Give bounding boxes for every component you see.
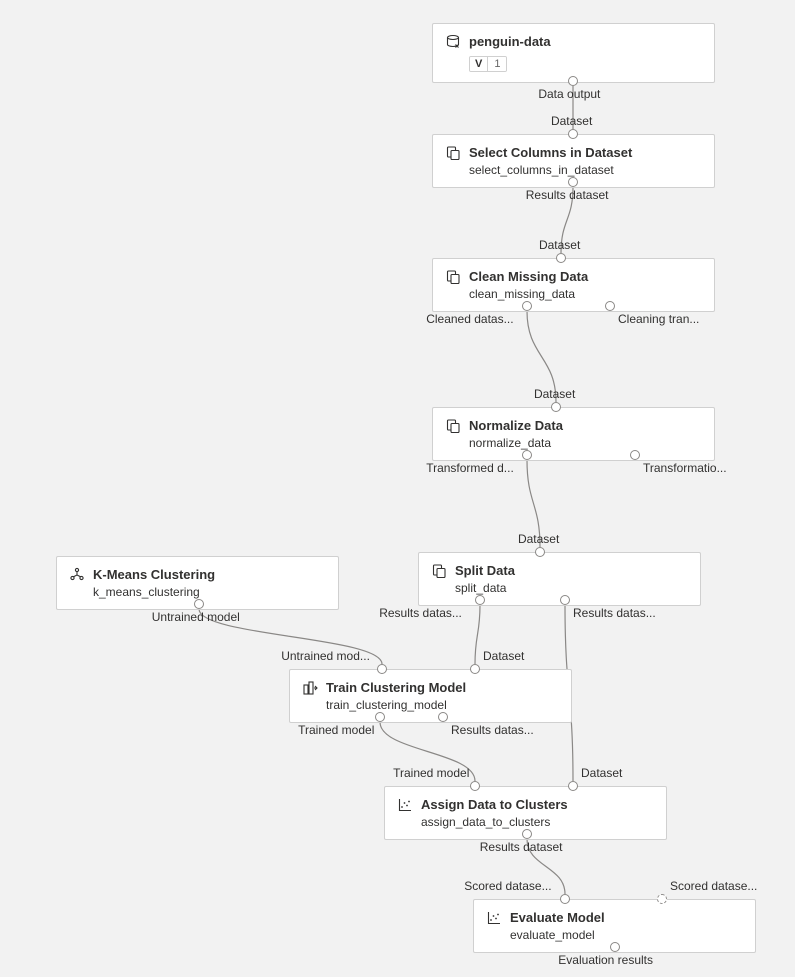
node-subtitle: train_clustering_model [326, 698, 559, 712]
node-title: K-Means Clustering [93, 567, 215, 583]
node-subtitle: split_data [455, 581, 688, 595]
input-port[interactable] [470, 664, 480, 674]
output-port-label: Data output [538, 87, 600, 101]
node-title: penguin-data [469, 34, 551, 50]
input-port-label: Dataset [534, 387, 575, 401]
input-port[interactable] [560, 894, 570, 904]
input-port-label: Dataset [551, 114, 592, 128]
output-port[interactable] [610, 942, 620, 952]
output-port[interactable] [560, 595, 570, 605]
output-port[interactable] [568, 177, 578, 187]
input-port[interactable] [377, 664, 387, 674]
node-header: penguin-data [445, 34, 702, 50]
input-port-label: Dataset [539, 238, 580, 252]
edge [475, 605, 480, 664]
version-badge: V1 [469, 56, 507, 72]
output-port-label: Results dataset [480, 840, 563, 854]
output-port-label: Transformatio... [643, 461, 727, 475]
node-header: Assign Data to Clusters [397, 797, 654, 813]
output-port[interactable] [605, 301, 615, 311]
version-letter: V [470, 57, 487, 71]
output-port[interactable] [438, 712, 448, 722]
input-port-label: Dataset [581, 766, 622, 780]
input-port-label: Scored datase... [670, 879, 757, 893]
node-subtitle: clean_missing_data [469, 287, 702, 301]
node-title: Split Data [455, 563, 515, 579]
input-port[interactable] [556, 253, 566, 263]
node-subtitle: k_means_clustering [93, 585, 326, 599]
node-penguin[interactable]: penguin-data V1 [432, 23, 715, 83]
input-port-label: Untrained mod... [281, 649, 370, 663]
output-port-label: Untrained model [152, 610, 240, 624]
node-normalize[interactable]: Normalize Data normalize_data [432, 407, 715, 461]
input-port-label: Scored datase... [464, 879, 551, 893]
output-port-label: Cleaned datas... [426, 312, 513, 326]
output-port-label: Results datas... [573, 606, 656, 620]
output-port[interactable] [522, 301, 532, 311]
output-port[interactable] [630, 450, 640, 460]
pipeline-canvas[interactable]: penguin-data V1 Data output Select Columns … [0, 0, 795, 977]
node-header: Evaluate Model [486, 910, 743, 926]
node-header: Select Columns in Dataset [445, 145, 702, 161]
output-port-label: Cleaning tran... [618, 312, 699, 326]
input-port-label: Trained model [393, 766, 469, 780]
node-train[interactable]: Train Clustering Model train_clustering_m… [289, 669, 572, 723]
output-port-label: Evaluation results [558, 953, 653, 967]
input-port[interactable] [568, 781, 578, 791]
node-header: K-Means Clustering [69, 567, 326, 583]
node-subtitle: select_columns_in_dataset [469, 163, 702, 177]
input-port[interactable] [568, 129, 578, 139]
output-port[interactable] [522, 829, 532, 839]
node-clean[interactable]: Clean Missing Data clean_missing_data [432, 258, 715, 312]
node-header: Split Data [431, 563, 688, 579]
output-port[interactable] [194, 599, 204, 609]
input-port[interactable] [657, 894, 667, 904]
output-port-label: Results dataset [526, 188, 609, 202]
input-port-label: Dataset [518, 532, 559, 546]
node-title: Normalize Data [469, 418, 563, 434]
node-header: Clean Missing Data [445, 269, 702, 285]
output-port[interactable] [375, 712, 385, 722]
output-port-label: Trained model [298, 723, 374, 737]
node-title: Train Clustering Model [326, 680, 466, 696]
node-title: Assign Data to Clusters [421, 797, 568, 813]
node-subtitle: evaluate_model [510, 928, 743, 942]
node-subtitle: assign_data_to_clusters [421, 815, 654, 829]
node-header: Normalize Data [445, 418, 702, 434]
node-title: Select Columns in Dataset [469, 145, 632, 161]
output-port-label: Transformed d... [426, 461, 514, 475]
output-port-label: Results datas... [379, 606, 462, 620]
input-port[interactable] [551, 402, 561, 412]
version-number: 1 [487, 57, 506, 71]
node-subtitle: normalize_data [469, 436, 702, 450]
input-port[interactable] [470, 781, 480, 791]
output-port[interactable] [475, 595, 485, 605]
output-port[interactable] [568, 76, 578, 86]
output-port[interactable] [522, 450, 532, 460]
node-title: Evaluate Model [510, 910, 605, 926]
output-port-label: Results datas... [451, 723, 534, 737]
input-port[interactable] [535, 547, 545, 557]
node-title: Clean Missing Data [469, 269, 588, 285]
input-port-label: Dataset [483, 649, 524, 663]
node-header: Train Clustering Model [302, 680, 559, 696]
